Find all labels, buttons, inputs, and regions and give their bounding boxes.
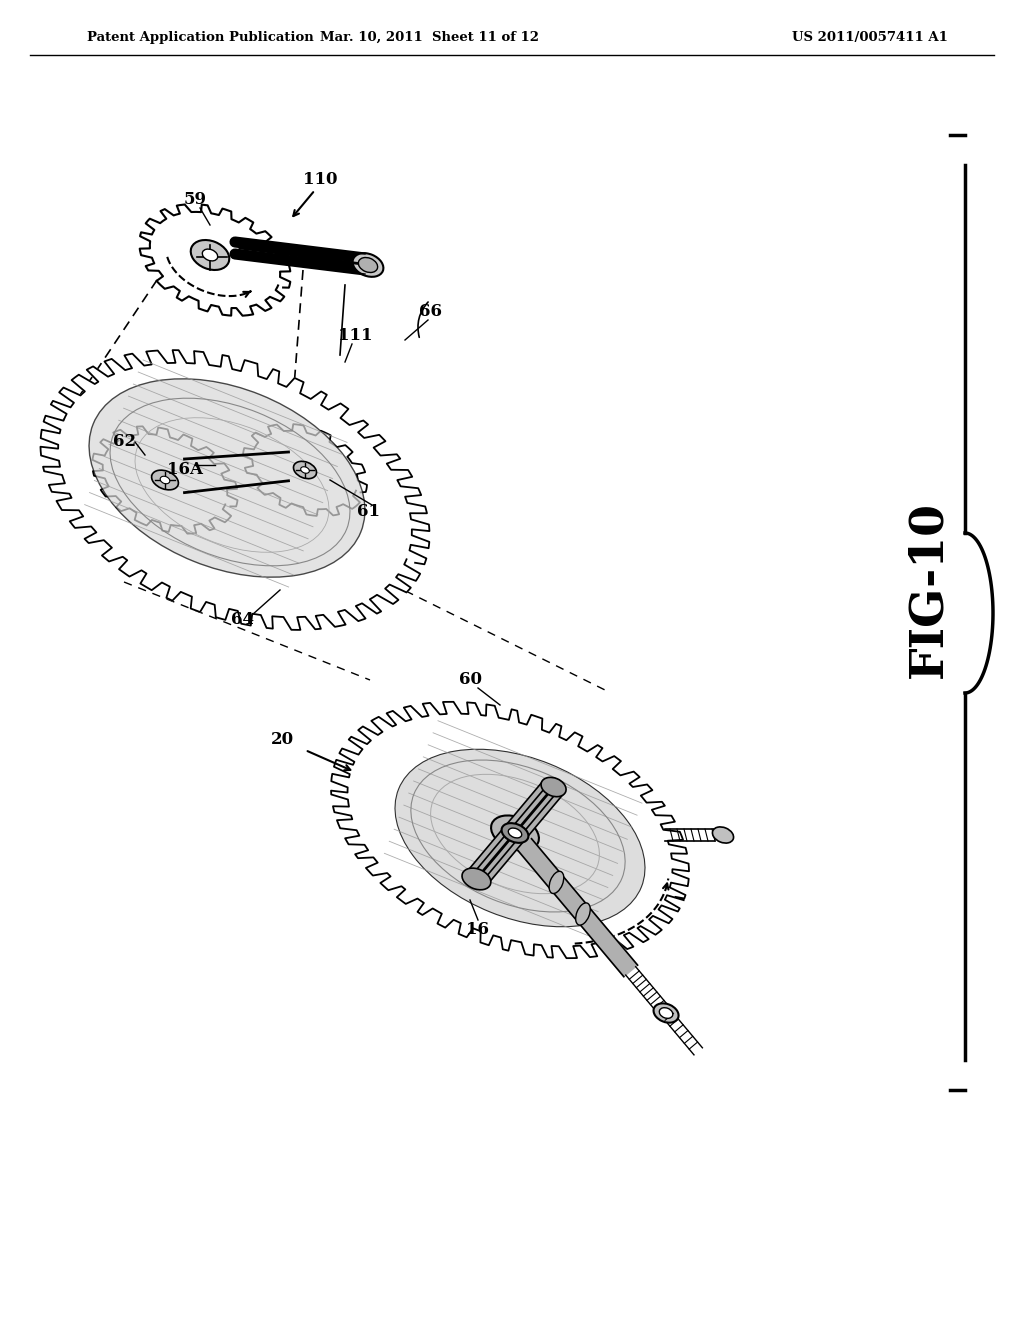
Ellipse shape xyxy=(352,253,383,277)
Text: Mar. 10, 2011  Sheet 11 of 12: Mar. 10, 2011 Sheet 11 of 12 xyxy=(321,30,540,44)
Ellipse shape xyxy=(89,379,365,577)
Polygon shape xyxy=(518,838,638,977)
Ellipse shape xyxy=(294,461,316,479)
Text: US 2011/0057411 A1: US 2011/0057411 A1 xyxy=(792,30,948,44)
Ellipse shape xyxy=(360,723,659,937)
Ellipse shape xyxy=(160,477,170,483)
Ellipse shape xyxy=(508,828,521,838)
Polygon shape xyxy=(331,702,689,958)
Ellipse shape xyxy=(395,750,645,927)
Text: 59: 59 xyxy=(183,191,207,209)
Text: 61: 61 xyxy=(356,503,380,520)
Ellipse shape xyxy=(71,372,399,609)
Ellipse shape xyxy=(653,1003,679,1023)
Ellipse shape xyxy=(358,257,378,272)
Text: 66: 66 xyxy=(419,304,441,321)
Text: 62: 62 xyxy=(114,433,136,450)
Text: Patent Application Publication: Patent Application Publication xyxy=(87,30,313,44)
Ellipse shape xyxy=(575,903,590,925)
Ellipse shape xyxy=(152,470,178,490)
Ellipse shape xyxy=(301,467,309,474)
Ellipse shape xyxy=(203,249,218,261)
Ellipse shape xyxy=(150,213,281,308)
Text: 110: 110 xyxy=(303,172,337,189)
Ellipse shape xyxy=(462,869,490,890)
Polygon shape xyxy=(41,350,429,630)
Text: 60: 60 xyxy=(459,672,481,689)
Text: 16A: 16A xyxy=(167,462,203,479)
Text: FIG-10: FIG-10 xyxy=(905,502,951,678)
Text: 64: 64 xyxy=(230,611,254,628)
Polygon shape xyxy=(243,424,367,516)
Ellipse shape xyxy=(659,1007,673,1018)
Polygon shape xyxy=(92,426,238,533)
Text: 16: 16 xyxy=(467,921,489,939)
Ellipse shape xyxy=(252,430,357,510)
Polygon shape xyxy=(139,205,290,315)
Ellipse shape xyxy=(549,871,564,894)
Text: 111: 111 xyxy=(338,326,373,343)
Ellipse shape xyxy=(190,240,229,271)
Ellipse shape xyxy=(713,826,733,843)
Polygon shape xyxy=(467,779,563,887)
Ellipse shape xyxy=(541,777,566,797)
Ellipse shape xyxy=(102,434,227,525)
Text: 20: 20 xyxy=(270,731,294,748)
Ellipse shape xyxy=(492,816,539,850)
Ellipse shape xyxy=(502,824,528,843)
